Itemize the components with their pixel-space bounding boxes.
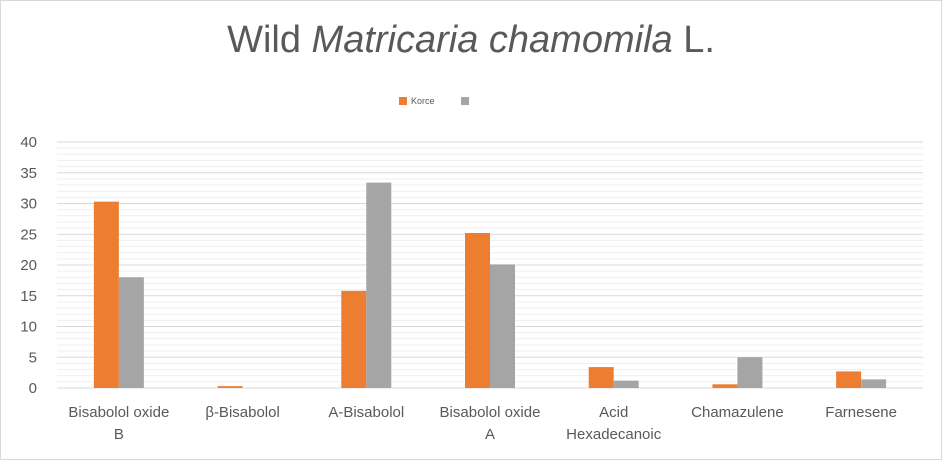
y-tick-label: 15 — [20, 288, 37, 305]
y-tick-label: 25 — [20, 226, 37, 243]
bar-series-1-category-2 — [217, 386, 243, 388]
x-category-label: A — [485, 426, 495, 443]
bar-series-2-category-3 — [366, 182, 392, 388]
x-category-label: Acid — [599, 404, 628, 421]
legend-swatch-series-2 — [460, 97, 469, 105]
legend-item-series-1: Korce — [399, 96, 435, 106]
bar-series-2-category-7 — [861, 379, 887, 388]
x-category-label: Farnesene — [825, 404, 897, 421]
bar-series-1-category-4 — [465, 233, 490, 388]
legend-item-series-2 — [460, 97, 473, 105]
chart-title-italic: Matricaria chamomila — [311, 19, 673, 61]
x-category-label: B — [114, 426, 124, 443]
bar-series-2-category-4 — [490, 264, 515, 388]
legend-label-series-1: Korce — [411, 96, 435, 106]
bar-series-2-category-1 — [118, 277, 144, 388]
bar-series-1-category-3 — [341, 290, 367, 388]
x-category-label: β-Bisabolol — [205, 404, 280, 421]
bar-series-1-category-6 — [712, 384, 738, 388]
bar-series-2-category-5 — [613, 380, 639, 388]
x-category-label: Bisabolol oxide — [440, 404, 541, 421]
chart-title: Wild Matricaria chamomila L. — [1, 19, 941, 62]
y-tick-label: 20 — [20, 257, 37, 274]
y-tick-label: 35 — [20, 165, 37, 182]
legend-swatch-series-1 — [399, 97, 407, 105]
chart-title-prefix: Wild — [227, 19, 312, 61]
bar-series-1-category-1 — [93, 201, 119, 388]
x-category-label: Bisabolol oxide — [68, 404, 169, 421]
x-category-label: Chamazulene — [691, 404, 784, 421]
legend: Korce — [399, 96, 499, 106]
bar-series-2-category-6 — [737, 357, 763, 388]
y-tick-label: 40 — [20, 134, 37, 151]
x-category-label: Hexadecanoic — [566, 426, 662, 443]
bar-series-1-category-7 — [836, 371, 862, 388]
y-tick-label: 30 — [20, 196, 37, 213]
x-category-label: A-Bisabolol — [328, 404, 404, 421]
chart-title-suffix: L. — [672, 19, 715, 61]
y-tick-label: 0 — [29, 380, 37, 397]
bar-series-1-category-5 — [588, 367, 614, 388]
y-tick-label: 10 — [20, 319, 37, 336]
y-tick-label: 5 — [29, 349, 37, 366]
